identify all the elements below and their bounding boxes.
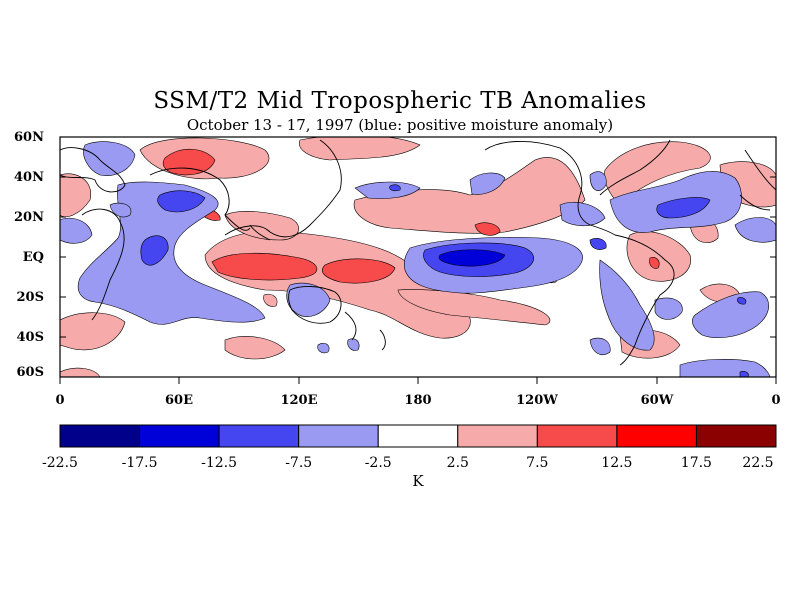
colorbar-label: -22.5 bbox=[42, 455, 78, 471]
colorbar-swatch bbox=[377, 424, 459, 448]
colorbar-swatch bbox=[59, 424, 141, 448]
colorbar-swatch bbox=[218, 424, 300, 448]
strongest-negative-regions bbox=[438, 249, 506, 267]
map-subtitle: October 13 - 17, 1997 (blue: positive mo… bbox=[186, 116, 614, 134]
lat-label-20n: 20N bbox=[14, 210, 44, 225]
lat-label-eq: EQ bbox=[22, 250, 44, 265]
map-title: SSM/T2 Mid Tropospheric TB Anomalies bbox=[153, 88, 647, 114]
axis-ticks bbox=[59, 136, 777, 384]
anomaly-field bbox=[60, 137, 776, 377]
colorbar bbox=[59, 424, 777, 448]
colorbar-label: -12.5 bbox=[201, 455, 238, 471]
coastlines bbox=[60, 139, 776, 366]
colorbar-label: -7.5 bbox=[285, 455, 313, 471]
lon-label-60e: 60E bbox=[165, 393, 193, 408]
lon-label-60w: 60W bbox=[640, 393, 674, 408]
colorbar-label: -2.5 bbox=[364, 455, 392, 471]
lon-label-0-right: 0 bbox=[771, 393, 781, 408]
lon-label-120e: 120E bbox=[280, 393, 318, 408]
colorbar-label: 7.5 bbox=[526, 455, 549, 471]
colorbar-swatch bbox=[695, 424, 777, 448]
colorbar-swatch bbox=[139, 424, 220, 448]
colorbar-label: -17.5 bbox=[121, 455, 158, 471]
lat-label-20s: 20S bbox=[16, 290, 44, 305]
strong-positive-regions bbox=[162, 148, 660, 284]
lat-label-40s: 40S bbox=[16, 330, 44, 345]
lat-label-40n: 40N bbox=[14, 170, 44, 185]
lon-label-180: 180 bbox=[404, 393, 432, 408]
lat-label-60n: 60N bbox=[14, 130, 44, 145]
colorbar-swatch bbox=[536, 424, 618, 448]
colorbar-swatch bbox=[298, 424, 379, 448]
colorbar-swatch bbox=[457, 424, 538, 448]
colorbar-label: 2.5 bbox=[446, 455, 469, 471]
positive-anomaly-regions bbox=[60, 137, 776, 377]
colorbar-swatch bbox=[616, 424, 697, 448]
colorbar-label: 17.5 bbox=[680, 455, 712, 471]
lat-label-60s: 60S bbox=[16, 365, 44, 380]
lon-label-120w: 120W bbox=[516, 393, 558, 408]
lon-label-0: 0 bbox=[55, 393, 65, 408]
colorbar-label: 22.5 bbox=[742, 455, 774, 471]
colorbar-label: 12.5 bbox=[601, 455, 633, 471]
colorbar-unit: K bbox=[412, 472, 424, 490]
